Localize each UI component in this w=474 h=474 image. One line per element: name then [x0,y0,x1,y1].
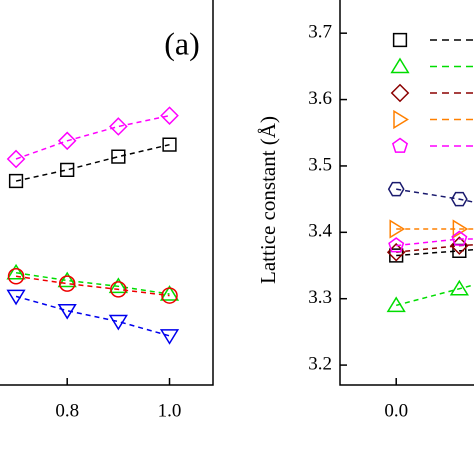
y-tick-label: 3.3 [308,287,332,308]
legend-marker [391,137,409,153]
marker [111,149,126,164]
legend-marker [393,109,409,130]
marker [161,287,178,304]
marker [389,248,404,263]
x-tick-label: 0.0 [384,400,408,421]
marker [60,162,75,177]
marker [6,149,26,169]
legend-marker [392,32,408,48]
marker [159,285,180,301]
marker [7,268,25,285]
legend-marker [390,57,410,74]
panel-label: (a) [164,25,200,61]
series-line [396,248,474,257]
marker [388,237,405,253]
marker [6,289,26,306]
series-line [396,188,474,203]
series-line [15,275,170,297]
marker [8,173,24,189]
y-axis-label: Lattice constant (Å) [256,116,280,284]
marker [160,106,179,125]
marker [451,230,468,246]
y-tick-label: 3.5 [308,154,332,175]
plot-frame [339,0,474,386]
marker [386,296,406,313]
x-tick-label: 0.8 [55,400,79,421]
marker [387,181,405,197]
x-tick-label: 1.0 [158,400,182,421]
marker [57,131,77,151]
series-line [15,143,170,182]
marker [451,191,468,207]
series-line [15,295,170,337]
series-line [396,284,474,307]
marker [57,271,77,288]
y-tick-label: 3.7 [308,22,332,43]
marker [110,281,127,298]
marker [57,303,77,320]
plot-frame [0,0,214,386]
marker [108,277,128,294]
series-line [15,272,170,295]
y-tick-label: 3.2 [308,353,332,374]
series-line [15,114,170,160]
marker [449,279,469,296]
marker [58,275,76,292]
marker [109,117,128,136]
marker [159,329,180,345]
marker [452,219,469,239]
y-tick-label: 3.6 [308,88,332,109]
marker [6,263,26,280]
marker [389,219,406,239]
legend-marker [390,83,410,103]
marker [108,314,128,331]
marker [162,137,177,152]
y-tick-label: 3.4 [308,221,332,242]
series-line [396,238,474,247]
